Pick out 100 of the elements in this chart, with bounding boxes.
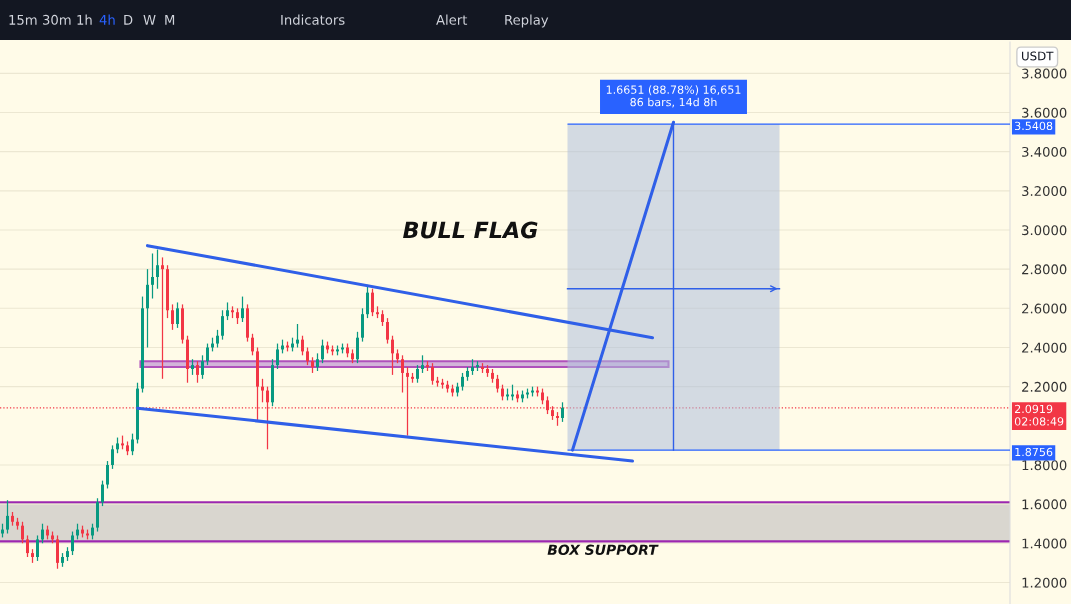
- candlestick: [531, 386, 534, 398]
- y-tick-label: 3.4000: [1022, 146, 1067, 157]
- ref-line-label: 3.5408: [1015, 121, 1053, 131]
- candlestick: [321, 339, 324, 364]
- candlestick: [296, 323, 299, 349]
- candlestick: [261, 378, 264, 403]
- candlestick: [541, 387, 544, 405]
- candlestick: [251, 333, 254, 356]
- candlestick: [206, 342, 209, 366]
- candlestick: [171, 303, 174, 331]
- y-tick-label: 2.4000: [1022, 342, 1067, 353]
- text: 1h: [77, 14, 92, 25]
- text: 15m: [9, 15, 37, 25]
- candlestick: [191, 358, 194, 376]
- candlestick: [436, 376, 439, 388]
- candlestick: [401, 354, 404, 394]
- candlestick: [176, 301, 179, 329]
- annotation: 1.6651 (88.78%) 16,651 86 bars, 14d 8h: [606, 85, 741, 108]
- candlestick: [61, 552, 64, 568]
- candlestick: [271, 358, 274, 407]
- candlestick: [126, 440, 129, 456]
- candlestick: [386, 317, 389, 345]
- y-tick-label: 3.8000: [1022, 68, 1067, 79]
- candlestick: [336, 344, 339, 356]
- candlestick: [346, 342, 349, 358]
- candlestick: [101, 480, 104, 507]
- candlestick: [81, 525, 84, 539]
- candlestick: [196, 360, 199, 384]
- candlestick: [181, 303, 184, 345]
- candlestick: [396, 348, 399, 364]
- candlestick: [441, 378, 444, 390]
- candlestick: [166, 264, 169, 319]
- candlestick: [131, 433, 134, 456]
- candlestick: [506, 387, 509, 401]
- candlestick: [316, 352, 319, 372]
- candlestick: [561, 401, 564, 423]
- candlestick: [246, 303, 249, 343]
- candlestick: [96, 497, 99, 533]
- text: Replay: [505, 14, 549, 28]
- candlestick: [26, 534, 29, 558]
- candlestick: [421, 354, 424, 374]
- candlestick: [231, 305, 234, 319]
- text: M: [165, 15, 175, 25]
- candlestick: [41, 523, 44, 544]
- text: W: [143, 15, 156, 25]
- candlestick: [71, 530, 74, 556]
- text: Indicators: [281, 14, 345, 25]
- candlestick: [536, 386, 539, 398]
- candlestick: [151, 252, 154, 300]
- candlestick: [491, 368, 494, 384]
- candlestick: [341, 342, 344, 354]
- candlestick: [136, 382, 139, 445]
- candlestick: [521, 389, 524, 403]
- candlestick: [116, 436, 119, 454]
- candlestick: [276, 342, 279, 370]
- candlestick: [156, 248, 159, 290]
- candlestick: [161, 256, 164, 380]
- candlestick: [36, 534, 39, 562]
- text: USDT: [1022, 51, 1054, 61]
- candlestick: [121, 434, 124, 450]
- y-tick-label: 2.6000: [1022, 303, 1067, 314]
- candlestick: [226, 301, 229, 321]
- ref-line-label: 1.8756: [1015, 447, 1053, 457]
- candlestick: [411, 372, 414, 384]
- text: 4h: [99, 14, 115, 25]
- candlestick: [216, 329, 219, 349]
- y-tick-label: 1.6000: [1022, 499, 1067, 510]
- candlestick: [416, 364, 419, 384]
- candlestick: [241, 295, 244, 323]
- y-tick-label: 2.8000: [1022, 264, 1067, 275]
- candlestick: [426, 360, 429, 372]
- y-tick-label: 3.6000: [1022, 107, 1067, 118]
- candlestick: [356, 331, 359, 364]
- candlestick: [361, 307, 364, 343]
- candlestick: [391, 335, 394, 376]
- candlestick: [146, 268, 149, 349]
- candlestick: [21, 521, 24, 544]
- candlestick: [91, 523, 94, 541]
- candlestick: [461, 372, 464, 392]
- candlestick: [466, 366, 469, 382]
- candlestick: [11, 511, 14, 527]
- y-tick-label: 2.2000: [1022, 381, 1067, 392]
- candlestick: [221, 309, 224, 341]
- candlestick: [311, 356, 314, 374]
- y-tick-label: 1.8000: [1022, 460, 1067, 471]
- text: D: [124, 15, 133, 25]
- candlestick: [141, 295, 144, 394]
- candlestick: [476, 360, 479, 372]
- candlestick: [371, 288, 374, 317]
- annotation: BULL FLAG: [403, 221, 538, 239]
- candlestick: [306, 346, 309, 366]
- band-label: BOX SUPPORT: [547, 544, 659, 556]
- candlestick: [51, 530, 54, 544]
- candlestick: [31, 548, 34, 564]
- candlestick: [486, 364, 489, 378]
- candlestick: [456, 382, 459, 398]
- candlestick: [501, 384, 504, 401]
- candlestick: [111, 444, 114, 470]
- candlestick: [556, 411, 559, 427]
- candlestick: [301, 335, 304, 356]
